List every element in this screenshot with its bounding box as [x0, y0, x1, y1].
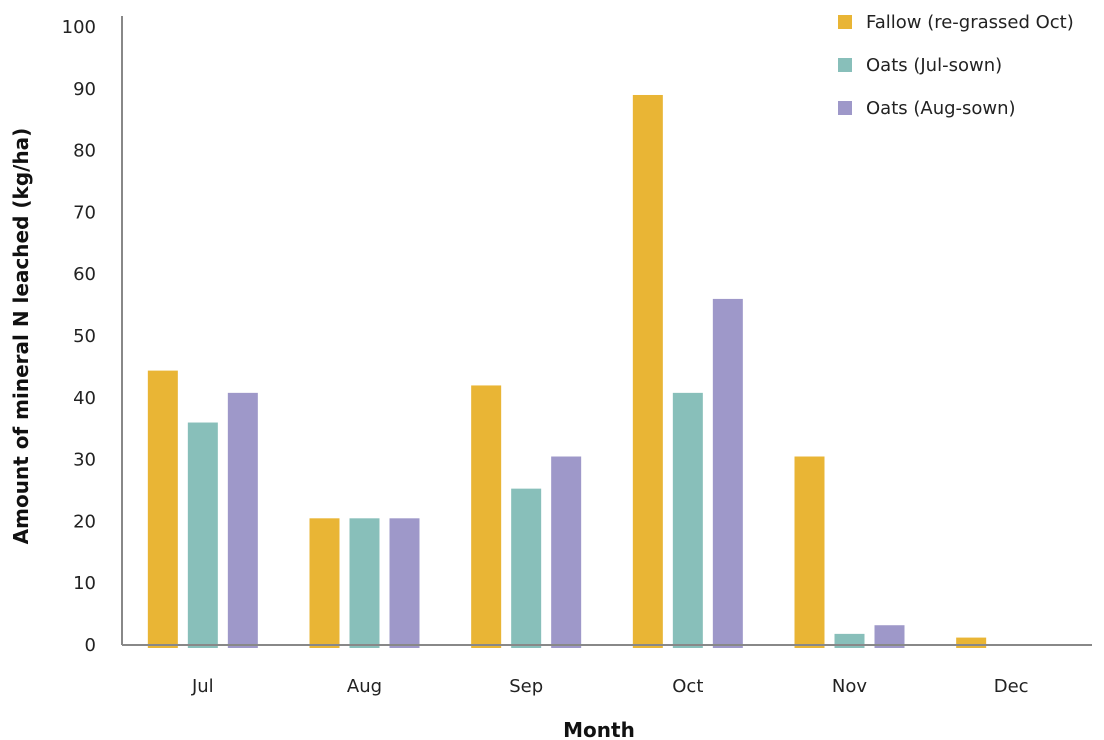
y-tick-label: 30: [73, 450, 96, 471]
y-tick-labels: 0 10 20 30 40 50 60 70 80 90 100: [62, 17, 96, 656]
x-tick-label: Jul: [191, 676, 214, 697]
x-tick-label: Sep: [509, 676, 543, 697]
x-tick-label: Dec: [994, 676, 1029, 697]
x-tick-label: Nov: [832, 676, 867, 697]
y-tick-label: 90: [73, 79, 96, 100]
y-tick-label: 50: [73, 326, 96, 347]
x-tick-label: Oct: [672, 676, 703, 697]
x-tick-label: Aug: [347, 676, 382, 697]
y-tick-label: 70: [73, 202, 96, 223]
x-axis-title: Month: [563, 718, 635, 740]
bar: [471, 385, 502, 648]
y-tick-label: 100: [62, 17, 96, 38]
bar: [389, 518, 420, 648]
legend-swatch: [838, 101, 852, 115]
bar: [712, 298, 743, 648]
legend-label: Oats (Aug-sown): [866, 98, 1016, 119]
bars-group: [147, 94, 987, 649]
y-tick-label: 0: [85, 635, 96, 656]
legend-swatch: [838, 58, 852, 72]
y-axis-title: Amount of mineral N leached (kg/ha): [9, 128, 33, 545]
bar: [632, 94, 663, 649]
bar: [551, 456, 582, 648]
y-tick-label: 40: [73, 388, 96, 409]
y-tick-label: 10: [73, 573, 96, 594]
y-tick-label: 60: [73, 264, 96, 285]
legend-swatch: [838, 15, 852, 29]
bar: [187, 422, 218, 648]
bar: [309, 518, 340, 648]
bar: [147, 370, 178, 648]
x-tick-labels: Jul Aug Sep Oct Nov Dec: [191, 676, 1029, 697]
bar: [956, 637, 987, 648]
legend: Fallow (re-grassed Oct) Oats (Jul-sown) Oa…: [838, 12, 1074, 119]
legend-label: Oats (Jul-sown): [866, 55, 1002, 76]
bar: [227, 392, 258, 648]
bar: [874, 625, 905, 648]
bar: [511, 488, 542, 648]
bar: [794, 456, 825, 648]
legend-label: Fallow (re-grassed Oct): [866, 12, 1074, 33]
bar: [349, 518, 380, 648]
bar: [672, 392, 703, 648]
y-tick-label: 80: [73, 141, 96, 162]
y-tick-label: 20: [73, 511, 96, 532]
